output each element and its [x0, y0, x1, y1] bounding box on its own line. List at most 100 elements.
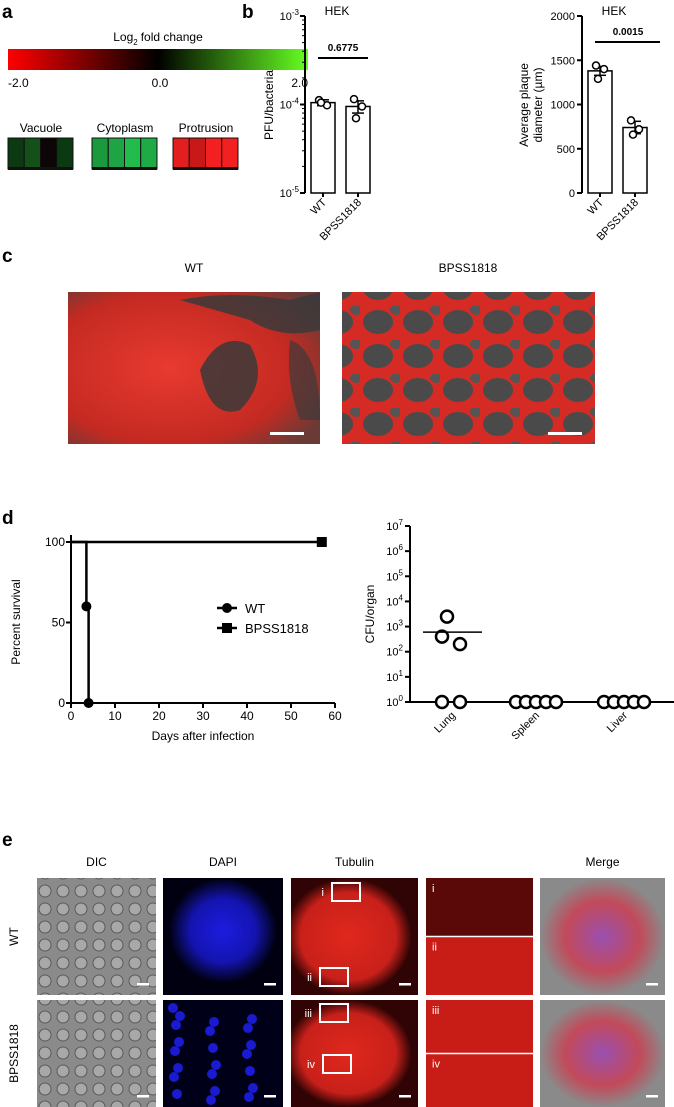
y-tick-label: 100 [386, 694, 403, 709]
nucleus [174, 1037, 184, 1047]
panel-label-b: b [242, 2, 254, 23]
heatmap-label: Vacuole [20, 121, 63, 135]
plot-cfu-organ: 100 101 102 103 104 105 106 107 CFU/organ Lung Spl… [363, 518, 674, 742]
nucleus [170, 1046, 180, 1056]
data-point [351, 113, 361, 123]
y-tick-label: 100 [45, 535, 65, 549]
heatmap-cell [124, 137, 142, 170]
scale-bar [548, 432, 582, 435]
heatmap-cell [91, 137, 109, 170]
data-point [316, 537, 327, 547]
zoom-box-label: i [322, 887, 324, 899]
zoom-box [331, 882, 361, 902]
heatmap-cell [221, 137, 239, 170]
micrograph [291, 1000, 418, 1107]
scale-bar [646, 983, 658, 986]
nucleus [244, 1092, 254, 1102]
data-point [452, 694, 468, 710]
y-tick-label: 104 [386, 593, 403, 608]
zoom-box [319, 967, 349, 987]
x-tick-label: WT [309, 196, 330, 217]
plot-title: HEK [325, 4, 350, 18]
nucleus [169, 1072, 179, 1082]
legend-label: WT [245, 601, 265, 616]
nucleus [207, 1069, 217, 1079]
survival-line [71, 540, 90, 703]
nucleus [245, 1066, 255, 1076]
plot-survival: 0 10 20 30 40 50 60 0 50 100 Days after infection P… [9, 535, 342, 743]
heatmap-cell [172, 137, 190, 170]
inset [426, 936, 533, 995]
heatmap-cell [140, 137, 158, 170]
nucleus [172, 1089, 182, 1099]
colorbar-mid-label: 0.0 [152, 76, 169, 90]
data-point [599, 64, 609, 74]
x-tick-label: 10 [108, 709, 122, 723]
x-tick-label: 40 [240, 709, 254, 723]
heatmap: Vacuole Cytoplasm Protrusion [7, 121, 239, 170]
data-point [357, 102, 367, 111]
x-tick-label: 30 [196, 709, 210, 723]
micrograph [540, 878, 665, 995]
y-tick-label: 50 [52, 616, 66, 630]
data-point [628, 130, 638, 139]
nucleus [210, 1086, 220, 1096]
y-axis-label: diameter (µm) [531, 68, 545, 143]
p-value: 0.0015 [613, 27, 644, 38]
y-tick-label: 105 [386, 568, 403, 583]
scale-bar [137, 1095, 149, 1098]
colorbar [8, 49, 308, 70]
micrograph [163, 878, 283, 995]
x-tick-label: 20 [152, 709, 166, 723]
heatmap-cell [205, 137, 223, 170]
nucleus [171, 1020, 181, 1030]
y-tick-label: 0 [569, 188, 575, 200]
scale-bar [399, 1095, 411, 1098]
panel-label-d: d [2, 508, 14, 529]
scale-bar [646, 1095, 658, 1098]
heatmap-underline [92, 167, 157, 170]
micrograph-title-wt: WT [185, 261, 204, 275]
y-axis-label: PFU/bacteria [262, 70, 276, 140]
y-tick-label: 102 [386, 644, 403, 659]
micrograph-bpss1818 [342, 292, 595, 444]
data-point [636, 694, 652, 710]
nucleus [173, 1063, 183, 1073]
inset [426, 878, 533, 937]
inset [426, 1000, 533, 1054]
p-value: 0.6775 [328, 43, 359, 54]
y-axis-label: Average plaque [517, 63, 531, 147]
x-tick-label: 50 [284, 709, 298, 723]
nucleus [211, 1060, 221, 1070]
data-point [81, 601, 92, 612]
heatmap-cell [188, 137, 206, 170]
x-tick-label: Lung [432, 710, 458, 736]
data-point [349, 94, 359, 104]
nucleus [243, 1023, 253, 1033]
data-point [626, 116, 636, 125]
zoom-box-label: iv [307, 1059, 315, 1071]
inset-label: ii [432, 942, 437, 954]
legend-marker [222, 603, 232, 613]
y-tick-label: 10-5 [280, 185, 300, 200]
micrograph-grid: DIC DAPI Tubulin MergeWTiiiiiiBPSS1818iiiiv… [7, 855, 665, 1107]
plot-pfu: HEK10-310-410-5PFU/bacteriaWTBPSS18180.6… [262, 4, 371, 243]
y-axis-label: CFU/organ [363, 585, 377, 644]
colorbar-min-label: -2.0 [8, 76, 29, 90]
column-header: DAPI [209, 855, 237, 869]
zoom-box-label: ii [307, 972, 312, 984]
inset-label: iv [432, 1059, 440, 1071]
nucleus [242, 1049, 252, 1059]
x-tick-label: Spleen [509, 710, 542, 743]
scale-bar [270, 432, 304, 435]
column-header: Tubulin [335, 855, 374, 869]
data-point [434, 629, 450, 644]
x-tick-label: WT [586, 196, 607, 217]
legend-label: BPSS1818 [245, 621, 309, 636]
inset-label: iii [432, 1005, 439, 1017]
panel-label-a: a [2, 2, 13, 23]
y-tick-label: 10-3 [280, 8, 300, 23]
x-tick-label: 60 [328, 709, 342, 723]
row-label: WT [7, 927, 21, 946]
